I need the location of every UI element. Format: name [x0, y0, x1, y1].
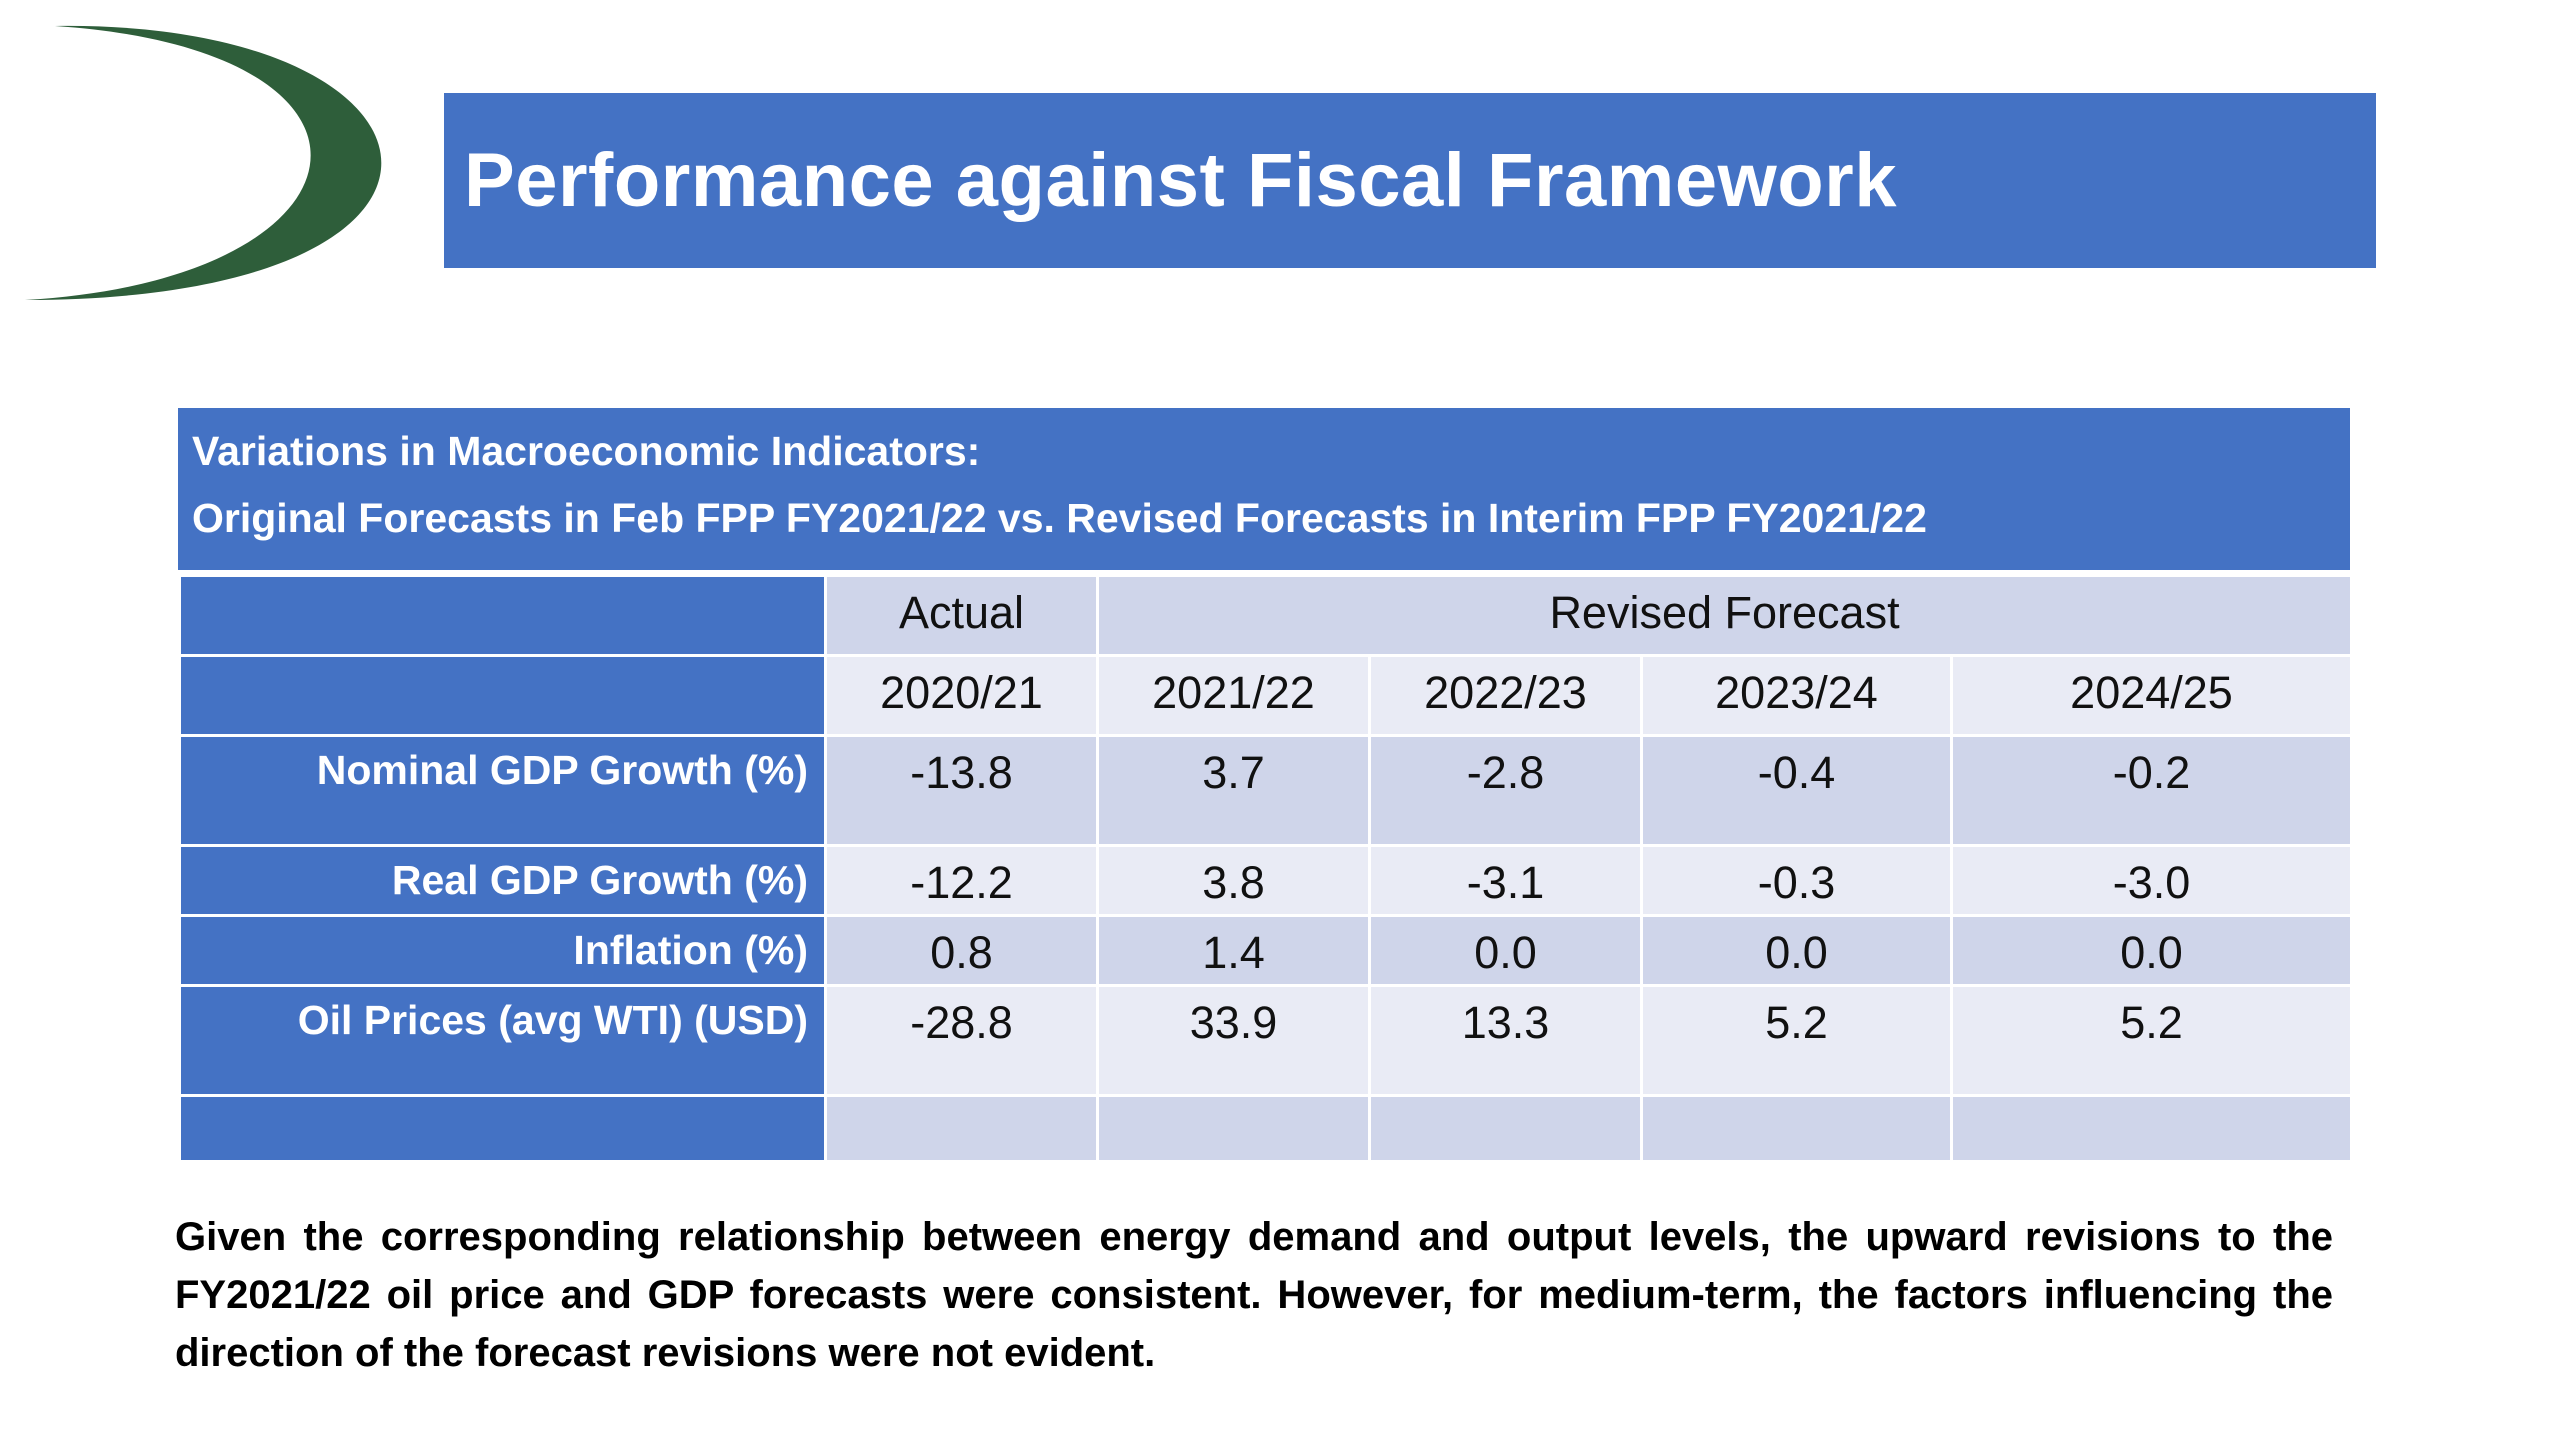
table-cell: 0.0 [1368, 914, 1643, 987]
table-caption-line1: Variations in Macroeconomic Indicators: [192, 428, 981, 474]
table-cell: -28.8 [824, 984, 1099, 1097]
row-label: Oil Prices (avg WTI) (USD) [178, 984, 827, 1097]
table-empty-row [178, 1094, 2354, 1163]
table-row: Oil Prices (avg WTI) (USD) -28.8 33.9 13… [178, 984, 2354, 1097]
year-header: 2022/23 [1368, 654, 1643, 737]
table-cell: -3.1 [1368, 844, 1643, 917]
title-banner: Performance against Fiscal Framework [444, 93, 2376, 268]
table-cell: -0.2 [1949, 734, 2354, 847]
table-cell: -12.2 [824, 844, 1099, 917]
table-group-header-row: Actual Revised Forecast [178, 574, 2354, 657]
table-cell: 13.3 [1368, 984, 1643, 1097]
table-cell: 0.0 [1640, 914, 1953, 987]
row-label: Real GDP Growth (%) [178, 844, 827, 917]
header-revised-forecast: Revised Forecast [1095, 574, 2354, 657]
year-header: 2020/21 [824, 654, 1099, 737]
table-cell: -13.8 [824, 734, 1099, 847]
empty-cell [824, 1094, 1099, 1163]
table-cell: 0.8 [824, 914, 1099, 987]
table-cell: -3.0 [1949, 844, 2354, 917]
table-cell: -2.8 [1368, 734, 1643, 847]
empty-cell [1368, 1094, 1643, 1163]
table-row: Inflation (%) 0.8 1.4 0.0 0.0 0.0 [178, 914, 2354, 987]
table-cell: 3.8 [1096, 844, 1371, 917]
table-row: Real GDP Growth (%) -12.2 3.8 -3.1 -0.3 … [178, 844, 2354, 917]
table-cell: 0.0 [1949, 914, 2354, 987]
empty-cell [1949, 1094, 2354, 1163]
row-label: Nominal GDP Growth (%) [178, 734, 827, 847]
corner-cell [178, 574, 827, 657]
empty-cell [1640, 1094, 1953, 1163]
logo-arc [25, 25, 382, 300]
table-cell: 1.4 [1096, 914, 1371, 987]
table-year-row: 2020/21 2021/22 2022/23 2023/24 2024/25 [178, 654, 2354, 737]
year-header: 2024/25 [1949, 654, 2354, 737]
empty-cell [1096, 1094, 1371, 1163]
row-label: Inflation (%) [178, 914, 827, 987]
table-cell: -0.3 [1640, 844, 1953, 917]
table-caption: Variations in Macroeconomic Indicators: … [178, 408, 2350, 570]
indicators-table: Actual Revised Forecast 2020/21 2021/22 … [178, 574, 2354, 1163]
table-caption-line2: Original Forecasts in Feb FPP FY2021/22 … [192, 495, 1927, 541]
year-header: 2021/22 [1096, 654, 1371, 737]
page-title: Performance against Fiscal Framework [464, 138, 1898, 223]
corner-cell [178, 654, 827, 737]
header-actual: Actual [824, 574, 1099, 657]
table-cell: -0.4 [1640, 734, 1953, 847]
empty-label-cell [178, 1094, 827, 1163]
table-cell: 33.9 [1096, 984, 1371, 1097]
year-header: 2023/24 [1640, 654, 1953, 737]
table-cell: 5.2 [1640, 984, 1953, 1097]
table-row: Nominal GDP Growth (%) -13.8 3.7 -2.8 -0… [178, 734, 2354, 847]
table-cell: 3.7 [1096, 734, 1371, 847]
table-cell: 5.2 [1949, 984, 2354, 1097]
summary-note: Given the corresponding relationship bet… [175, 1215, 2333, 1375]
